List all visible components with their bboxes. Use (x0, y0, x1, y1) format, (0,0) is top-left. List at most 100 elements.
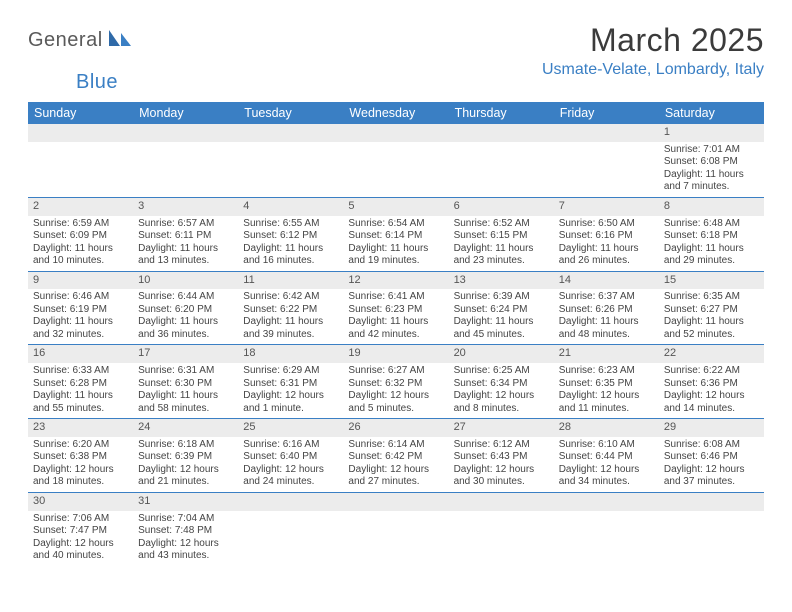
day-header: Monday (133, 102, 238, 124)
day-number: 19 (343, 345, 448, 363)
day-content: Sunrise: 6:50 AMSunset: 6:16 PMDaylight:… (554, 216, 659, 271)
daylight-text: Daylight: 12 hours and 40 minutes. (33, 538, 128, 563)
calendar-week: 16Sunrise: 6:33 AMSunset: 6:28 PMDayligh… (28, 345, 764, 419)
day-content: Sunrise: 6:46 AMSunset: 6:19 PMDaylight:… (28, 289, 133, 344)
day-content: Sunrise: 6:08 AMSunset: 6:46 PMDaylight:… (659, 437, 764, 492)
day-number: 7 (554, 198, 659, 216)
day-cell: 7Sunrise: 6:50 AMSunset: 6:16 PMDaylight… (554, 197, 659, 271)
empty-day-cell (343, 492, 448, 565)
sunrise-text: Sunrise: 6:46 AM (33, 291, 128, 304)
sunrise-text: Sunrise: 6:55 AM (243, 218, 338, 231)
daylight-text: Daylight: 11 hours and 58 minutes. (138, 390, 233, 415)
day-number: 6 (449, 198, 554, 216)
day-cell: 6Sunrise: 6:52 AMSunset: 6:15 PMDaylight… (449, 197, 554, 271)
sunrise-text: Sunrise: 6:31 AM (138, 365, 233, 378)
day-number-empty (659, 493, 764, 511)
logo-text-general: General (28, 29, 103, 52)
day-number-empty (238, 124, 343, 142)
empty-day-cell (449, 492, 554, 565)
day-number: 10 (133, 272, 238, 290)
daylight-text: Daylight: 12 hours and 24 minutes. (243, 464, 338, 489)
day-content: Sunrise: 6:31 AMSunset: 6:30 PMDaylight:… (133, 363, 238, 418)
day-number-empty (238, 493, 343, 511)
sunrise-text: Sunrise: 6:14 AM (348, 439, 443, 452)
day-content-empty (554, 511, 659, 561)
sunrise-text: Sunrise: 6:41 AM (348, 291, 443, 304)
sunset-text: Sunset: 6:20 PM (138, 304, 233, 317)
day-number: 12 (343, 272, 448, 290)
empty-day-cell (343, 124, 448, 197)
empty-day-cell (133, 124, 238, 197)
day-number-empty (343, 124, 448, 142)
empty-day-cell (554, 492, 659, 565)
day-content: Sunrise: 6:33 AMSunset: 6:28 PMDaylight:… (28, 363, 133, 418)
day-cell: 9Sunrise: 6:46 AMSunset: 6:19 PMDaylight… (28, 271, 133, 345)
day-header: Friday (554, 102, 659, 124)
calendar-head: SundayMondayTuesdayWednesdayThursdayFrid… (28, 102, 764, 124)
sunset-text: Sunset: 6:12 PM (243, 230, 338, 243)
day-cell: 19Sunrise: 6:27 AMSunset: 6:32 PMDayligh… (343, 345, 448, 419)
sunrise-text: Sunrise: 6:48 AM (664, 218, 759, 231)
day-cell: 16Sunrise: 6:33 AMSunset: 6:28 PMDayligh… (28, 345, 133, 419)
day-number: 18 (238, 345, 343, 363)
daylight-text: Daylight: 12 hours and 18 minutes. (33, 464, 128, 489)
empty-day-cell (28, 124, 133, 197)
daylight-text: Daylight: 11 hours and 39 minutes. (243, 316, 338, 341)
sunrise-text: Sunrise: 6:25 AM (454, 365, 549, 378)
day-content: Sunrise: 6:42 AMSunset: 6:22 PMDaylight:… (238, 289, 343, 344)
daylight-text: Daylight: 12 hours and 11 minutes. (559, 390, 654, 415)
calendar-week: 9Sunrise: 6:46 AMSunset: 6:19 PMDaylight… (28, 271, 764, 345)
day-number: 3 (133, 198, 238, 216)
sunset-text: Sunset: 6:27 PM (664, 304, 759, 317)
sunset-text: Sunset: 6:08 PM (664, 156, 759, 169)
day-header: Wednesday (343, 102, 448, 124)
calendar-week: 1Sunrise: 7:01 AMSunset: 6:08 PMDaylight… (28, 124, 764, 197)
day-header-row: SundayMondayTuesdayWednesdayThursdayFrid… (28, 102, 764, 124)
sunrise-text: Sunrise: 6:57 AM (138, 218, 233, 231)
daylight-text: Daylight: 11 hours and 19 minutes. (348, 243, 443, 268)
daylight-text: Daylight: 12 hours and 34 minutes. (559, 464, 654, 489)
day-number: 16 (28, 345, 133, 363)
day-cell: 27Sunrise: 6:12 AMSunset: 6:43 PMDayligh… (449, 419, 554, 493)
sunset-text: Sunset: 6:31 PM (243, 378, 338, 391)
day-number: 25 (238, 419, 343, 437)
sunset-text: Sunset: 6:40 PM (243, 451, 338, 464)
day-content-empty (133, 142, 238, 192)
day-cell: 1Sunrise: 7:01 AMSunset: 6:08 PMDaylight… (659, 124, 764, 197)
day-content: Sunrise: 6:59 AMSunset: 6:09 PMDaylight:… (28, 216, 133, 271)
sunset-text: Sunset: 6:43 PM (454, 451, 549, 464)
day-content-empty (343, 142, 448, 192)
day-content: Sunrise: 6:57 AMSunset: 6:11 PMDaylight:… (133, 216, 238, 271)
sunset-text: Sunset: 6:11 PM (138, 230, 233, 243)
day-content: Sunrise: 6:41 AMSunset: 6:23 PMDaylight:… (343, 289, 448, 344)
daylight-text: Daylight: 12 hours and 1 minute. (243, 390, 338, 415)
day-content: Sunrise: 6:10 AMSunset: 6:44 PMDaylight:… (554, 437, 659, 492)
day-cell: 14Sunrise: 6:37 AMSunset: 6:26 PMDayligh… (554, 271, 659, 345)
daylight-text: Daylight: 11 hours and 26 minutes. (559, 243, 654, 268)
daylight-text: Daylight: 11 hours and 52 minutes. (664, 316, 759, 341)
location-subtitle: Usmate-Velate, Lombardy, Italy (542, 61, 764, 79)
daylight-text: Daylight: 12 hours and 30 minutes. (454, 464, 549, 489)
day-number: 23 (28, 419, 133, 437)
sunrise-text: Sunrise: 6:52 AM (454, 218, 549, 231)
day-number: 9 (28, 272, 133, 290)
daylight-text: Daylight: 12 hours and 37 minutes. (664, 464, 759, 489)
sunset-text: Sunset: 6:14 PM (348, 230, 443, 243)
day-content: Sunrise: 6:52 AMSunset: 6:15 PMDaylight:… (449, 216, 554, 271)
day-content: Sunrise: 6:35 AMSunset: 6:27 PMDaylight:… (659, 289, 764, 344)
sunset-text: Sunset: 6:42 PM (348, 451, 443, 464)
day-cell: 20Sunrise: 6:25 AMSunset: 6:34 PMDayligh… (449, 345, 554, 419)
calendar-week: 30Sunrise: 7:06 AMSunset: 7:47 PMDayligh… (28, 492, 764, 565)
calendar-body: 1Sunrise: 7:01 AMSunset: 6:08 PMDaylight… (28, 124, 764, 566)
day-header: Sunday (28, 102, 133, 124)
day-cell: 3Sunrise: 6:57 AMSunset: 6:11 PMDaylight… (133, 197, 238, 271)
sunset-text: Sunset: 6:24 PM (454, 304, 549, 317)
day-cell: 22Sunrise: 6:22 AMSunset: 6:36 PMDayligh… (659, 345, 764, 419)
sunrise-text: Sunrise: 6:59 AM (33, 218, 128, 231)
day-content: Sunrise: 6:18 AMSunset: 6:39 PMDaylight:… (133, 437, 238, 492)
sunrise-text: Sunrise: 6:27 AM (348, 365, 443, 378)
day-cell: 10Sunrise: 6:44 AMSunset: 6:20 PMDayligh… (133, 271, 238, 345)
day-cell: 15Sunrise: 6:35 AMSunset: 6:27 PMDayligh… (659, 271, 764, 345)
day-content-empty (659, 511, 764, 561)
sunset-text: Sunset: 6:30 PM (138, 378, 233, 391)
